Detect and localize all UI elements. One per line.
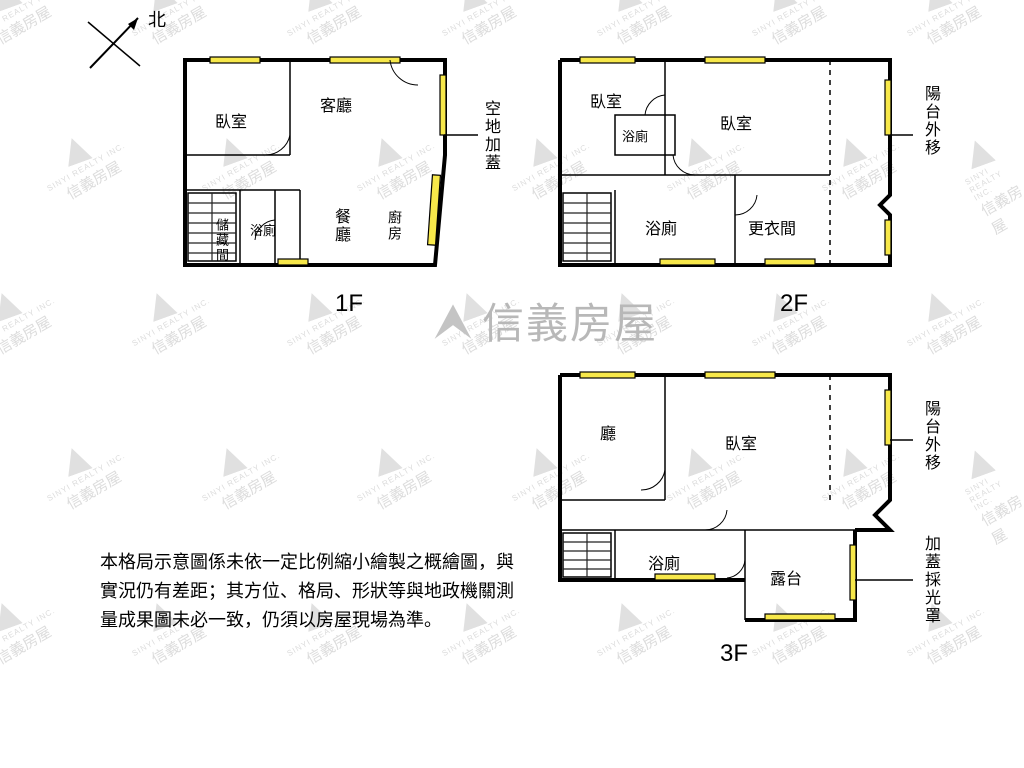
- room-bedroom-3f: 臥室: [725, 430, 757, 454]
- watermark-tile: SINYI REALTY INC.信義房屋: [186, 427, 292, 522]
- center-watermark: 信義房屋: [430, 290, 658, 351]
- compass-icon: [80, 10, 150, 85]
- watermark-tile: SINYI REALTY INC.信義房屋: [891, 0, 997, 56]
- watermark-tile: SINYI REALTY INC.信義房屋: [949, 438, 1024, 549]
- watermark-tile: SINYI REALTY INC.信義房屋: [31, 427, 137, 522]
- floor-tag-1f: 1F: [335, 290, 363, 318]
- floorplan-3f: [555, 370, 915, 635]
- room-bedroom2-2f: 臥室: [720, 110, 752, 134]
- room-storage-1f: 儲藏間: [212, 218, 231, 263]
- floor-tag-3f: 3F: [720, 640, 748, 668]
- watermark-tile: SINYI REALTY INC.信義房屋: [31, 117, 137, 212]
- room-bedroom1-2f: 臥室: [590, 88, 622, 112]
- room-balcony-2f: 陽台外移: [918, 85, 942, 157]
- watermark-tile: SINYI REALTY INC.信義房屋: [581, 0, 687, 56]
- logo-icon: [430, 298, 476, 344]
- room-kitchen-1f: 廚房: [385, 210, 405, 242]
- watermark-tile: SINYI REALTY INC.信義房屋: [426, 0, 532, 56]
- room-bath-1f: 浴廁: [250, 220, 276, 239]
- watermark-tile: SINYI REALTY INC.信義房屋: [0, 582, 67, 677]
- room-bath-3f: 浴廁: [648, 550, 680, 574]
- room-terrace-3f: 露台: [770, 565, 802, 589]
- room-bath1-2f: 浴廁: [622, 126, 648, 145]
- watermark-tile: SINYI REALTY INC.信義房屋: [736, 0, 842, 56]
- room-addon-1f: 空地加蓋: [478, 100, 502, 172]
- stairs-icon: [563, 193, 611, 261]
- room-bedroom-1f: 臥室: [215, 108, 247, 132]
- room-bath2-2f: 浴廁: [645, 215, 677, 239]
- north-label: 北: [148, 6, 166, 32]
- room-dining-1f: 餐廳: [328, 208, 352, 244]
- center-watermark-text: 信義房屋: [482, 290, 658, 351]
- stairs-icon: [563, 533, 611, 577]
- room-hall-3f: 廳: [600, 420, 616, 444]
- floor-tag-2f: 2F: [780, 290, 808, 318]
- watermark-tile: SINYI REALTY INC.信義房屋: [0, 0, 67, 56]
- watermark-tile: SINYI REALTY INC.信義房屋: [0, 272, 67, 367]
- room-balcony-3f: 陽台外移: [918, 400, 942, 472]
- room-skylight-3f: 加蓋採光罩: [918, 535, 942, 625]
- watermark-tile: SINYI REALTY INC.信義房屋: [271, 0, 377, 56]
- room-dressing-2f: 更衣間: [748, 215, 796, 239]
- watermark-tile: SINYI REALTY INC.信義房屋: [949, 128, 1024, 239]
- watermark-tile: SINYI REALTY INC.信義房屋: [341, 427, 447, 522]
- disclaimer-text: 本格局示意圖係未依一定比例縮小繪製之概繪圖，與實況仍有差距；其方位、格局、形狀等…: [100, 548, 520, 634]
- room-living-1f: 客廳: [320, 92, 352, 116]
